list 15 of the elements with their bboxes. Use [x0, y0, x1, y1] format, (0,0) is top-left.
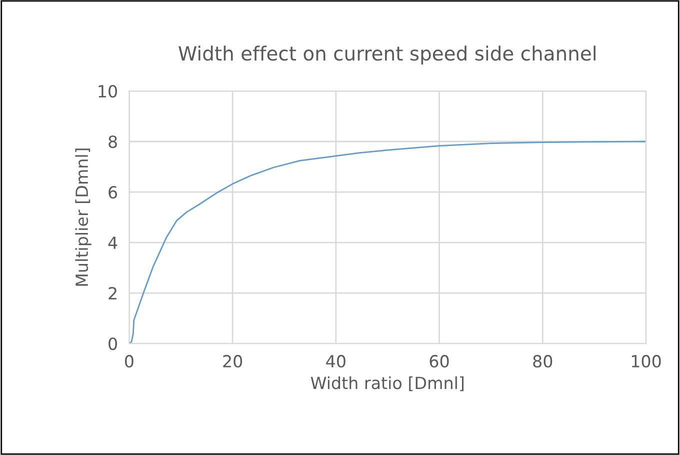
y-tick-label: 2 [108, 286, 116, 300]
y-tick-label: 10 [98, 84, 117, 98]
x-tick-label: 40 [326, 354, 346, 368]
x-tick-label: 100 [632, 354, 661, 368]
x-tick-label: 60 [430, 354, 449, 368]
y-tick-label: 4 [108, 236, 118, 249]
x-tick-label: 80 [533, 354, 552, 368]
x-tick-label: 20 [223, 354, 242, 368]
y-tick-label: 0 [108, 337, 117, 350]
y-axis-title: Multiplier [Dmnl] [75, 148, 92, 286]
y-tick-label: 6 [108, 186, 118, 199]
chart-title: Width effect on current speed side channel [178, 46, 596, 64]
x-tick-label: 0 [124, 354, 134, 368]
x-axis-title: Width ratio [Dmnl] [310, 376, 464, 392]
y-tick-label: 8 [108, 135, 117, 148]
